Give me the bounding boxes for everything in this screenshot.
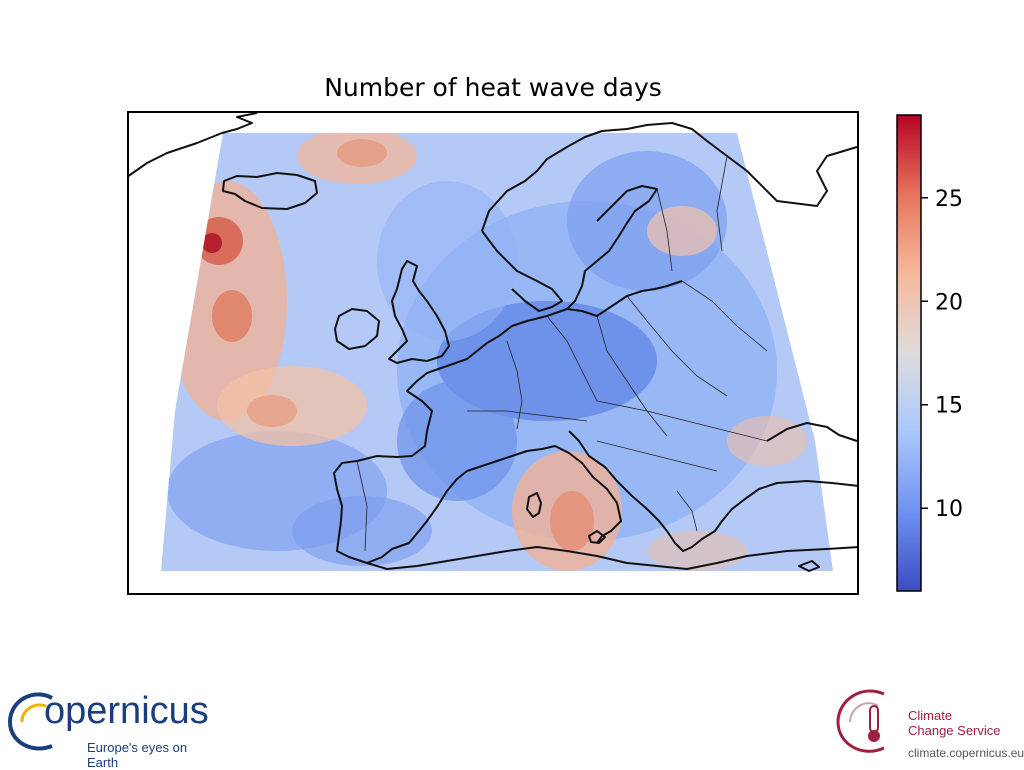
- colorbar-tick-label: 10: [935, 497, 963, 522]
- copernicus-tagline: Europe's eyes on Earth: [87, 740, 188, 770]
- c3s-logo: Climate Change Service climate.copernicu…: [832, 684, 1024, 764]
- colorbar-tick-label: 25: [935, 187, 963, 212]
- colorbar-gradient: [896, 114, 922, 592]
- colorbar-tick-label: 15: [935, 394, 963, 419]
- map-title: Number of heat wave days: [324, 73, 662, 102]
- colorbar-ticks: 10 15 20 25: [921, 187, 963, 522]
- heat-wave-field: [161, 133, 833, 571]
- c3s-title-line2: Change Service: [908, 723, 1001, 738]
- copernicus-wordmark: opernicus: [44, 690, 209, 732]
- map-panel: [127, 111, 859, 595]
- country-borders: [356, 155, 768, 552]
- colorbar-tick-label: 20: [935, 290, 963, 315]
- map-border: [127, 111, 859, 595]
- colorbar: 10 15 20 25: [896, 114, 963, 592]
- thermometer-icon: [836, 689, 885, 753]
- copernicus-logo: opernicus Europe's eyes on Earth: [4, 686, 214, 770]
- coastlines: [127, 112, 859, 572]
- c3s-title-line1: Climate: [908, 708, 953, 723]
- c3s-url: climate.copernicus.eu: [908, 746, 1024, 760]
- copernicus-swirl-icon: [7, 692, 53, 751]
